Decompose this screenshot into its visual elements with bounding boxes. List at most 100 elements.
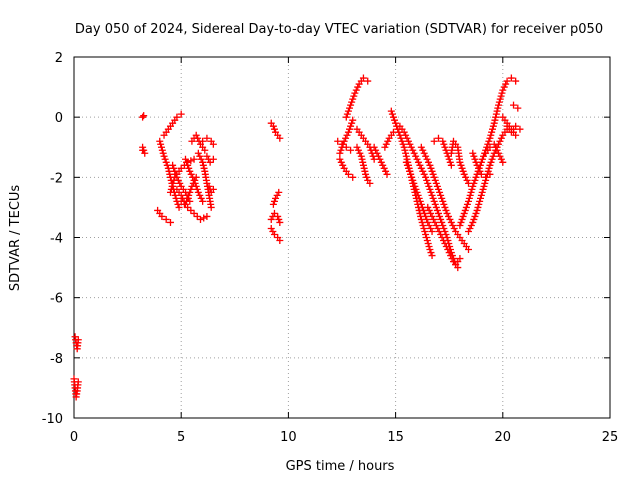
data-point	[446, 215, 454, 223]
data-point	[269, 122, 277, 130]
data-point	[173, 113, 181, 121]
data-point	[177, 110, 185, 118]
data-point	[440, 224, 448, 232]
data-point	[344, 128, 352, 136]
data-point	[473, 161, 481, 169]
data-point	[196, 152, 204, 160]
data-point	[187, 170, 195, 178]
data-point	[413, 188, 421, 196]
data-point	[476, 167, 484, 175]
data-point	[475, 164, 483, 172]
data-point	[470, 152, 478, 160]
data-point	[445, 155, 453, 163]
data-point	[187, 185, 195, 193]
data-point	[482, 173, 490, 181]
data-point	[438, 194, 446, 202]
data-point	[349, 95, 357, 103]
data-point	[384, 137, 392, 145]
data-point	[162, 215, 170, 223]
data-point	[276, 134, 284, 142]
data-point	[347, 146, 355, 154]
data-point	[406, 140, 414, 148]
data-point	[192, 131, 200, 139]
data-point	[463, 176, 471, 184]
data-point	[186, 167, 194, 175]
data-point	[442, 146, 450, 154]
data-point	[342, 113, 350, 121]
data-point	[158, 146, 166, 154]
data-point	[427, 249, 435, 257]
data-point	[372, 146, 380, 154]
data-point	[160, 152, 168, 160]
data-point	[400, 128, 408, 136]
data-point	[424, 240, 432, 248]
data-point	[181, 155, 189, 163]
data-point	[274, 212, 282, 220]
data-point	[392, 119, 400, 127]
data-point	[191, 179, 199, 187]
data-point	[442, 243, 450, 251]
data-point	[359, 158, 367, 166]
data-point	[344, 107, 352, 115]
data-point	[184, 161, 192, 169]
data-point	[409, 146, 417, 154]
data-point	[433, 206, 441, 214]
data-point	[426, 185, 434, 193]
data-point	[269, 227, 277, 235]
data-point	[437, 230, 445, 238]
data-point	[444, 152, 452, 160]
data-point	[421, 227, 429, 235]
data-point	[419, 146, 427, 154]
data-point	[460, 209, 468, 217]
data-point	[209, 185, 217, 193]
data-point	[360, 164, 368, 172]
data-point	[459, 212, 467, 220]
y-tick-label: -6	[50, 292, 63, 307]
data-point	[350, 92, 358, 100]
data-point	[429, 215, 437, 223]
data-point	[200, 164, 208, 172]
data-point	[337, 158, 345, 166]
data-point	[469, 182, 477, 190]
data-point	[470, 215, 478, 223]
data-point	[426, 161, 434, 169]
data-point	[432, 179, 440, 187]
data-point	[420, 149, 428, 157]
data-point	[445, 249, 453, 257]
data-point	[190, 155, 198, 163]
data-point	[439, 237, 447, 245]
data-point	[339, 161, 347, 169]
data-point	[382, 167, 390, 175]
data-point	[157, 143, 165, 151]
data-point	[374, 152, 382, 160]
data-point	[450, 224, 458, 232]
y-tick-label: -2	[50, 171, 63, 186]
data-point	[431, 200, 439, 208]
data-point	[177, 197, 185, 205]
data-point	[434, 224, 442, 232]
data-point	[207, 203, 215, 211]
data-point	[422, 234, 430, 241]
data-point	[466, 191, 474, 199]
data-point	[438, 218, 446, 226]
data-point	[442, 206, 450, 214]
data-point	[492, 143, 500, 151]
data-point	[346, 125, 354, 133]
data-point	[337, 146, 345, 154]
data-point	[166, 170, 174, 178]
data-point	[403, 161, 411, 169]
data-point	[346, 104, 354, 112]
data-point	[464, 197, 472, 205]
data-point	[478, 155, 486, 163]
data-point	[436, 212, 444, 220]
data-point	[402, 158, 410, 166]
data-point	[404, 164, 412, 172]
data-point	[171, 191, 179, 199]
data-point	[140, 112, 148, 120]
data-point	[391, 116, 399, 124]
data-point	[348, 98, 356, 106]
data-point	[486, 161, 494, 169]
data-point	[417, 164, 425, 172]
data-point	[139, 146, 147, 154]
data-point	[468, 185, 476, 193]
